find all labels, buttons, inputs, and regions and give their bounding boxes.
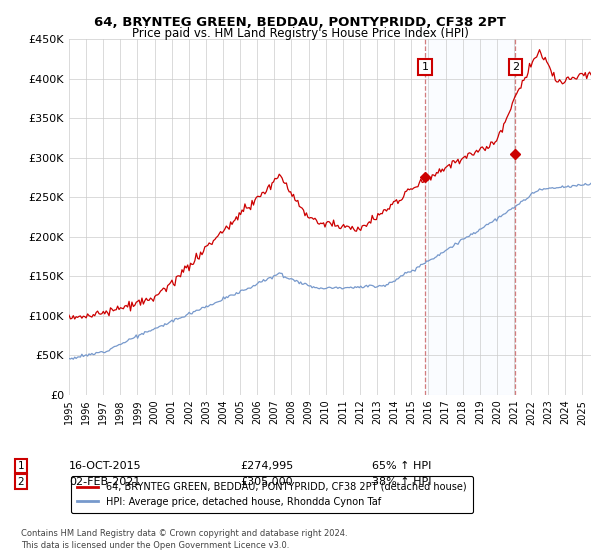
Text: £274,995: £274,995 (240, 461, 293, 471)
Text: Contains HM Land Registry data © Crown copyright and database right 2024.
This d: Contains HM Land Registry data © Crown c… (21, 529, 347, 550)
Text: 2: 2 (17, 477, 25, 487)
Text: 1: 1 (421, 62, 428, 72)
Text: Price paid vs. HM Land Registry's House Price Index (HPI): Price paid vs. HM Land Registry's House … (131, 27, 469, 40)
Text: 1: 1 (17, 461, 25, 471)
Text: 2: 2 (512, 62, 519, 72)
Text: 64, BRYNTEG GREEN, BEDDAU, PONTYPRIDD, CF38 2PT: 64, BRYNTEG GREEN, BEDDAU, PONTYPRIDD, C… (94, 16, 506, 29)
Text: £305,000: £305,000 (240, 477, 293, 487)
Bar (425, 39, 515, 395)
Text: 02-FEB-2021: 02-FEB-2021 (69, 477, 140, 487)
Text: 38% ↑ HPI: 38% ↑ HPI (372, 477, 431, 487)
Text: 65% ↑ HPI: 65% ↑ HPI (372, 461, 431, 471)
Legend: 64, BRYNTEG GREEN, BEDDAU, PONTYPRIDD, CF38 2PT (detached house), HPI: Average p: 64, BRYNTEG GREEN, BEDDAU, PONTYPRIDD, C… (71, 476, 473, 512)
Text: 16-OCT-2015: 16-OCT-2015 (69, 461, 142, 471)
